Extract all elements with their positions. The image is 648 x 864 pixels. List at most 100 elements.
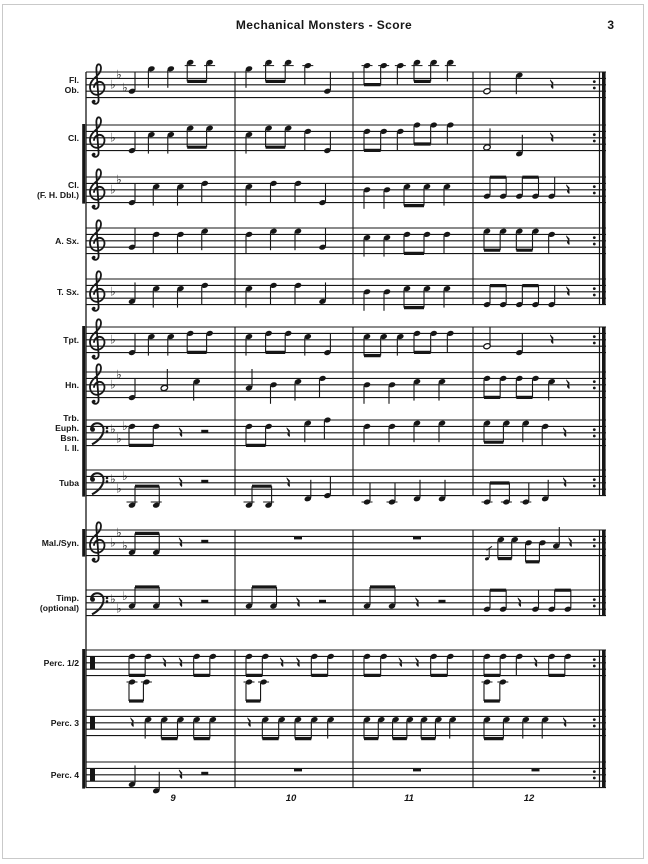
note-head	[443, 286, 451, 292]
note-head	[324, 350, 331, 356]
quarter-rest	[286, 477, 291, 487]
final-thick-barline	[602, 650, 606, 788]
half-rest	[201, 479, 209, 483]
treble-clef-icon	[92, 99, 96, 104]
note-head	[522, 420, 530, 426]
note-head	[245, 132, 253, 138]
flat-sign: ♭	[116, 68, 122, 82]
note-head	[193, 379, 200, 385]
group-bracket	[82, 529, 86, 557]
repeat-dot	[592, 80, 596, 83]
repeat-dot	[592, 544, 596, 548]
treble-clef-icon	[92, 354, 96, 359]
note-head	[284, 125, 292, 131]
note-head	[449, 717, 457, 723]
flat-sign: ♭	[110, 182, 116, 196]
note-head	[270, 382, 277, 388]
whole-rest	[413, 536, 421, 540]
quarter-rest	[130, 717, 134, 727]
repeat-dot	[592, 86, 596, 90]
note-head	[380, 334, 387, 340]
note-head	[265, 330, 272, 336]
note-head	[363, 717, 371, 723]
note-head	[516, 72, 523, 78]
note-head	[319, 244, 326, 250]
flat-sign: ♭	[116, 368, 122, 382]
note-head	[497, 537, 505, 543]
note-head	[201, 228, 209, 234]
treble-clef-icon	[92, 255, 96, 260]
note-head	[206, 59, 213, 65]
note-head	[438, 379, 446, 385]
bass-clef-icon	[90, 472, 105, 496]
measure-number: 11	[404, 793, 414, 804]
instrument-label-tpt: Tpt.	[63, 335, 79, 345]
quarter-rest	[517, 597, 522, 607]
treble-clef-icon	[92, 399, 96, 404]
whole-rest	[294, 768, 302, 772]
note-head	[383, 289, 391, 295]
note-head	[209, 653, 217, 659]
note-head	[245, 502, 253, 508]
half-rest	[201, 771, 209, 775]
repeat-dot	[592, 598, 596, 601]
note-head	[186, 125, 194, 131]
note-head	[383, 235, 391, 241]
final-thick-barline	[602, 72, 606, 305]
repeat-dot	[592, 191, 596, 195]
repeat-dot	[592, 380, 596, 383]
note-head	[522, 499, 530, 505]
treble-clef-icon	[92, 306, 96, 311]
note-head	[403, 286, 411, 292]
note-head	[128, 423, 136, 429]
note-head	[403, 184, 411, 190]
flat-sign: ♭	[116, 482, 122, 496]
note-head	[420, 717, 428, 723]
note-head	[438, 496, 446, 502]
note-head	[144, 717, 152, 723]
note-head	[483, 653, 491, 659]
flat-sign: ♭	[122, 589, 128, 603]
note-head	[380, 63, 387, 69]
note-head	[262, 717, 269, 723]
flat-sign: ♭	[116, 173, 122, 187]
note-head	[438, 420, 446, 426]
note-head	[270, 282, 277, 288]
repeat-dot	[592, 658, 596, 661]
note-head	[483, 420, 491, 426]
note-head	[532, 228, 539, 234]
note-head	[304, 63, 312, 69]
instrument-label-hn: Hn.	[65, 380, 79, 390]
note-head	[397, 63, 404, 69]
note-head	[516, 193, 523, 199]
quarter-rest	[178, 477, 183, 487]
note-head	[319, 375, 326, 381]
bass-clef-icon	[105, 600, 109, 603]
note-head	[413, 379, 421, 385]
note-head	[161, 717, 168, 723]
note-head	[128, 549, 136, 555]
note-head	[152, 788, 160, 794]
note-head	[541, 717, 549, 723]
note-head	[541, 496, 549, 502]
note-head	[447, 653, 454, 659]
note-head	[363, 235, 371, 241]
note-head	[548, 606, 555, 612]
quarter-rest	[162, 657, 167, 667]
repeat-dot	[592, 341, 596, 345]
bass-clef-icon	[105, 430, 109, 433]
note-head	[403, 231, 411, 237]
quarter-rest	[550, 334, 554, 344]
note-head	[377, 717, 385, 723]
note-head	[388, 603, 396, 609]
repeat-dot	[592, 386, 596, 390]
repeat-dot	[592, 664, 596, 668]
note-head	[245, 679, 253, 685]
treble-clef-icon	[89, 116, 106, 158]
quarter-rest	[563, 717, 567, 727]
note-head	[483, 375, 491, 381]
quarter-rest	[398, 657, 403, 667]
instrument-label-perc3: Perc. 3	[51, 718, 79, 728]
repeat-dot	[592, 484, 596, 488]
